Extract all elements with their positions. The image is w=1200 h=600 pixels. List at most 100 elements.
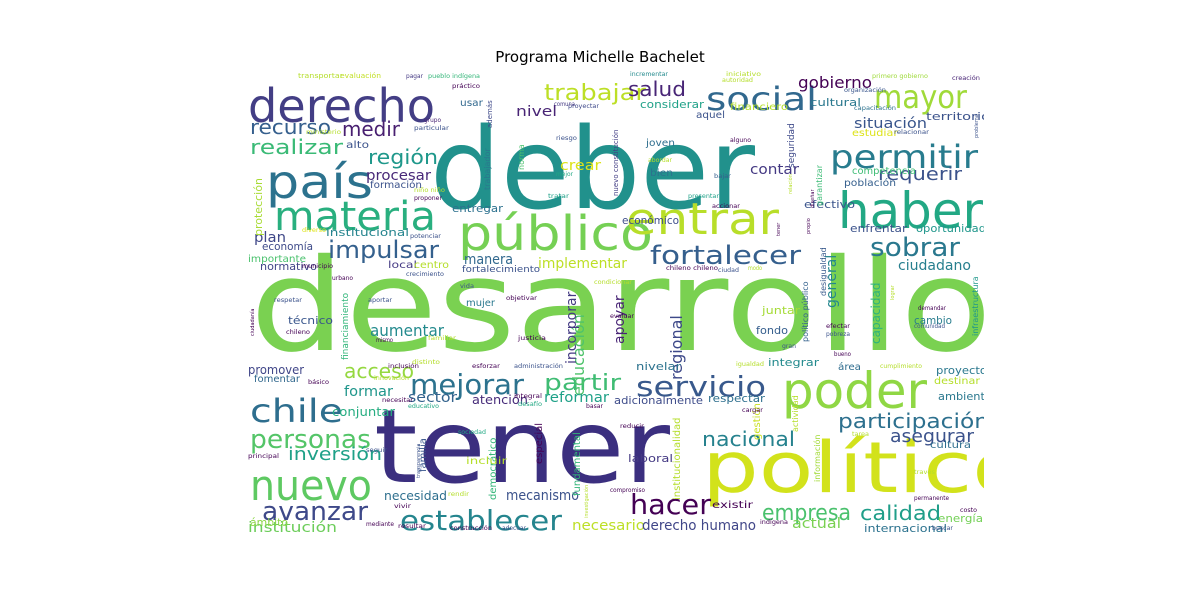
word-laboral: laboral	[628, 452, 673, 465]
word-energia: energía	[938, 512, 983, 525]
word-rendir: rendir	[448, 491, 470, 498]
word-desarrollo: desarrollo	[250, 232, 984, 381]
word-reformar: reformar	[544, 390, 609, 406]
word-poder: poder	[782, 362, 927, 420]
word-incorporar: incorporar	[564, 291, 580, 364]
word-manera: manera	[464, 252, 513, 268]
word-politico: político	[702, 427, 984, 509]
word-proponer: proponer	[414, 195, 443, 202]
word-capacidad: capacidad	[869, 283, 883, 344]
word-enfrentar: enfrentar	[850, 222, 908, 235]
word-alguno: alguno	[730, 137, 751, 144]
word-bien: bien	[650, 168, 673, 179]
word-familia: familia	[418, 438, 429, 472]
word-efectar: efectar	[826, 323, 851, 330]
word-cultura: cultura	[930, 440, 971, 451]
word-riesgo: riesgo	[556, 135, 577, 142]
word-crear: crear	[560, 158, 601, 174]
word-modo: modo	[748, 265, 762, 272]
word-financiero: financiero	[730, 102, 788, 113]
word-avanzar: avanzar	[262, 497, 368, 527]
word-crecimiento: crecimiento	[406, 271, 444, 278]
word-poblacion: población	[844, 177, 896, 189]
word-tarea: tarea	[852, 431, 869, 438]
word-contar: contar	[750, 162, 799, 178]
word-abordar: abordar	[648, 157, 673, 164]
word-entregar: entregar	[452, 202, 504, 215]
word-educativo: educativo	[408, 403, 439, 410]
word-usar: usar	[460, 98, 484, 109]
word-nuevo: nuevo	[250, 461, 372, 510]
word-hacer: hacer	[630, 488, 711, 521]
word-autoridad: autoridad	[722, 77, 753, 84]
word-realizar: realizar	[250, 135, 344, 159]
word-institucion: institución	[248, 520, 337, 534]
word-municipio: municipio	[302, 263, 333, 270]
word-derecho: derecho	[248, 79, 435, 133]
word-aumentar: aumentar	[370, 321, 444, 340]
word-procesar: procesar	[366, 168, 431, 184]
word-nacional: nacional	[702, 427, 795, 451]
word-traves: través	[914, 469, 935, 476]
word-regional: regional	[667, 315, 686, 380]
word-formacion: formación	[370, 179, 422, 191]
word-cambio: cambio	[914, 314, 952, 327]
word-destinar: destinar	[934, 376, 981, 387]
word-empresa: empresa	[762, 501, 851, 526]
word-seguir: seguir	[366, 447, 388, 454]
word-educacion: educación	[569, 314, 588, 396]
word-objetivar: objetivar	[506, 295, 538, 302]
word-local: local	[388, 260, 417, 271]
word-sobrar: sobrar	[870, 233, 960, 263]
word-institucionalidad: institucionalidad	[672, 417, 683, 500]
word-pais: país	[266, 155, 373, 209]
word-fondo: fondo	[756, 324, 788, 337]
word-area: área	[838, 361, 861, 373]
word-basar: basar	[586, 403, 604, 410]
word-pueblo-indigena: pueblo indígena	[428, 73, 480, 80]
word-gobierno: gobierno	[798, 73, 872, 92]
word-social: social	[706, 80, 817, 118]
word-acceso: acceso	[344, 359, 414, 383]
word-reducir: reducir	[620, 423, 645, 430]
word-ambiental: ambiental	[938, 390, 984, 403]
word-mujer: mujer	[466, 298, 496, 309]
word-construccion: construcción	[450, 525, 492, 532]
word-desafio: desafío	[518, 401, 542, 408]
word-innovacion: innovación	[374, 375, 409, 382]
word-haber: haber	[838, 182, 983, 240]
word-investigacion: investigación	[583, 485, 590, 518]
word-calidad: calidad	[860, 501, 941, 525]
word-respetar: respetar	[274, 297, 303, 304]
word-atencion: atención	[472, 393, 528, 407]
word-costo: costo	[960, 507, 977, 514]
word-transparencia: transparencia	[416, 444, 422, 479]
word-desigualdad: desigualdad	[819, 247, 828, 296]
word-chile: chile	[250, 392, 343, 430]
word-creacion: creación	[952, 75, 980, 82]
word-igualdad: igualdad	[736, 361, 764, 368]
word-ademas: además	[486, 100, 494, 128]
word-ciudadania: ciudadanía	[249, 309, 256, 336]
word-necesidad: necesidad	[384, 489, 447, 503]
word-ciudadano: ciudadano	[898, 258, 971, 274]
word-ciudad: ciudad	[718, 267, 739, 274]
word-materia: materia	[274, 194, 436, 240]
word-potenciar: potenciar	[410, 233, 442, 240]
word-demandar: demandar	[918, 305, 946, 312]
word-institucional: institucional	[326, 226, 409, 239]
word-partir: partir	[544, 371, 622, 396]
word-nivelar: nivelar	[636, 360, 682, 373]
word-inversion: inversión	[288, 444, 382, 465]
word-infraestructura: infraestructura	[971, 276, 980, 336]
word-entrar: entrar	[626, 194, 780, 245]
word-democratico: democrático	[487, 438, 499, 500]
word-economia: economía	[262, 240, 313, 253]
word-primero-gobierno: primero gobierno	[872, 73, 928, 80]
word-capacitacion: capacitación	[854, 105, 896, 112]
word-oportunidad: oportunidad	[916, 222, 984, 235]
word-establecer: establecer	[400, 504, 563, 534]
word-administracion: administración	[514, 363, 563, 370]
word-fortalecer: fortalecer	[650, 241, 801, 271]
